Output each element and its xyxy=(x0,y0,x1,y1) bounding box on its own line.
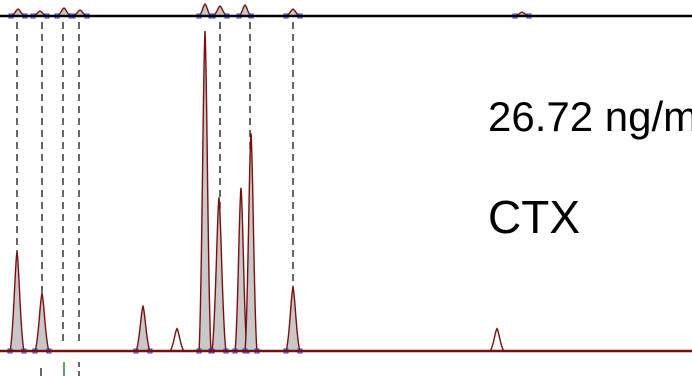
peak xyxy=(198,30,212,352)
peak xyxy=(211,197,227,352)
baseline-axes xyxy=(0,14,692,353)
peak xyxy=(168,327,186,352)
peak xyxy=(9,251,25,352)
bottom-ticks xyxy=(40,362,80,376)
peak xyxy=(285,284,301,352)
peak xyxy=(244,133,258,352)
peak xyxy=(234,187,248,352)
compound-label: CTX xyxy=(488,191,580,243)
concentration-label: 26.72 ng/ml xyxy=(488,93,692,140)
peak xyxy=(488,327,506,352)
main-chromatogram-trace xyxy=(7,30,506,354)
peak xyxy=(33,291,51,352)
peak xyxy=(134,304,152,352)
